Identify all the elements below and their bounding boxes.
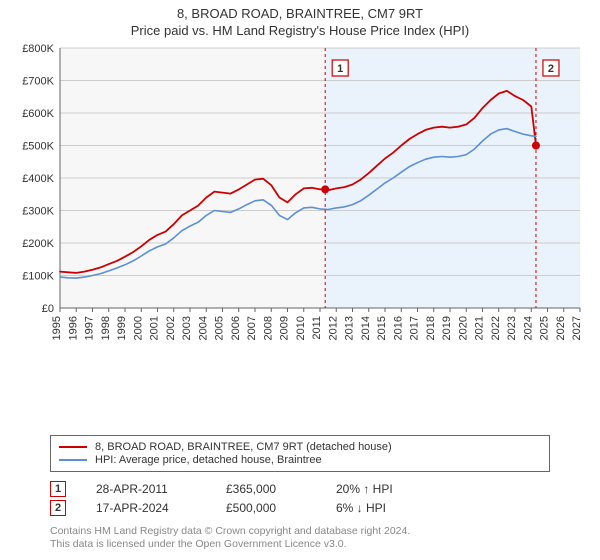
svg-text:2003: 2003 [181, 316, 193, 340]
svg-text:£600K: £600K [22, 108, 54, 120]
legend-label: HPI: Average price, detached house, Brai… [95, 454, 322, 466]
chart-area: £0 £100K £200K £300K £400K £500K £600K £700K £80… [0, 40, 600, 431]
address-title: 8, BROAD ROAD, BRAINTREE, CM7 9RT [8, 6, 592, 21]
sale-vs-hpi: 6% ↓ HPI [336, 501, 426, 515]
footer-line2: This data is licensed under the Open Gov… [50, 538, 550, 552]
svg-text:2: 2 [548, 63, 554, 75]
sale-price: £500,000 [226, 501, 306, 515]
svg-text:£700K: £700K [22, 76, 54, 88]
footer-line1: Contains HM Land Registry data © Crown c… [50, 525, 550, 539]
svg-text:2002: 2002 [165, 316, 177, 340]
svg-text:2021: 2021 [474, 316, 486, 340]
svg-text:2009: 2009 [279, 316, 291, 340]
chart-container: 8, BROAD ROAD, BRAINTREE, CM7 9RT Price … [0, 0, 600, 560]
svg-text:£300K: £300K [22, 206, 54, 218]
legend: 8, BROAD ROAD, BRAINTREE, CM7 9RT (detac… [0, 431, 600, 472]
svg-text:£200K: £200K [22, 238, 54, 250]
svg-text:2016: 2016 [392, 316, 404, 340]
svg-text:2006: 2006 [230, 316, 242, 340]
svg-text:£800K: £800K [22, 43, 54, 55]
svg-text:1: 1 [337, 63, 343, 75]
svg-text:1997: 1997 [84, 316, 96, 340]
svg-text:2025: 2025 [539, 316, 551, 340]
subtitle: Price paid vs. HM Land Registry's House … [8, 23, 592, 38]
svg-text:2017: 2017 [409, 316, 421, 340]
sale-marker-number: 1 [50, 481, 66, 497]
svg-text:£100K: £100K [22, 271, 54, 283]
line-chart: £0 £100K £200K £300K £400K £500K £600K £700K £80… [10, 40, 590, 360]
sales-table: 1 28-APR-2011 £365,000 20% ↑ HPI 2 17-APR-202… [0, 472, 600, 519]
legend-swatch [59, 446, 87, 448]
legend-label: 8, BROAD ROAD, BRAINTREE, CM7 9RT (detac… [95, 441, 392, 453]
svg-text:2005: 2005 [214, 316, 226, 340]
svg-text:2020: 2020 [457, 316, 469, 340]
svg-text:2026: 2026 [555, 316, 567, 340]
title-block: 8, BROAD ROAD, BRAINTREE, CM7 9RT Price … [0, 0, 600, 40]
sale-row: 2 17-APR-2024 £500,000 6% ↓ HPI [50, 500, 550, 516]
sale-date: 17-APR-2024 [96, 501, 196, 515]
svg-text:2007: 2007 [246, 316, 258, 340]
footer-attribution: Contains HM Land Registry data © Crown c… [0, 519, 600, 560]
sale-price: £365,000 [226, 482, 306, 496]
svg-text:2000: 2000 [132, 316, 144, 340]
sale-vs-hpi: 20% ↑ HPI [336, 482, 426, 496]
svg-text:2024: 2024 [522, 316, 534, 340]
svg-text:2012: 2012 [327, 316, 339, 340]
svg-text:2011: 2011 [311, 316, 323, 340]
svg-text:2001: 2001 [149, 316, 161, 340]
svg-text:2013: 2013 [344, 316, 356, 340]
sale-marker-number: 2 [50, 500, 66, 516]
legend-item: 8, BROAD ROAD, BRAINTREE, CM7 9RT (detac… [59, 441, 541, 453]
svg-text:1999: 1999 [116, 316, 128, 340]
svg-text:2018: 2018 [425, 316, 437, 340]
svg-text:2023: 2023 [506, 316, 518, 340]
svg-text:£0: £0 [42, 303, 54, 315]
svg-text:2008: 2008 [262, 316, 274, 340]
legend-item: HPI: Average price, detached house, Brai… [59, 454, 541, 466]
svg-text:2010: 2010 [295, 316, 307, 340]
svg-text:2019: 2019 [441, 316, 453, 340]
legend-swatch [59, 459, 87, 461]
svg-text:£400K: £400K [22, 173, 54, 185]
sale-date: 28-APR-2011 [96, 482, 196, 496]
svg-text:2015: 2015 [376, 316, 388, 340]
svg-text:1995: 1995 [51, 316, 63, 340]
svg-text:1996: 1996 [67, 316, 79, 340]
svg-text:2022: 2022 [490, 316, 502, 340]
svg-text:2027: 2027 [571, 316, 583, 340]
svg-text:1998: 1998 [100, 316, 112, 340]
svg-text:£500K: £500K [22, 141, 54, 153]
svg-text:2014: 2014 [360, 316, 372, 340]
sale-row: 1 28-APR-2011 £365,000 20% ↑ HPI [50, 481, 550, 497]
svg-text:2004: 2004 [197, 316, 209, 340]
